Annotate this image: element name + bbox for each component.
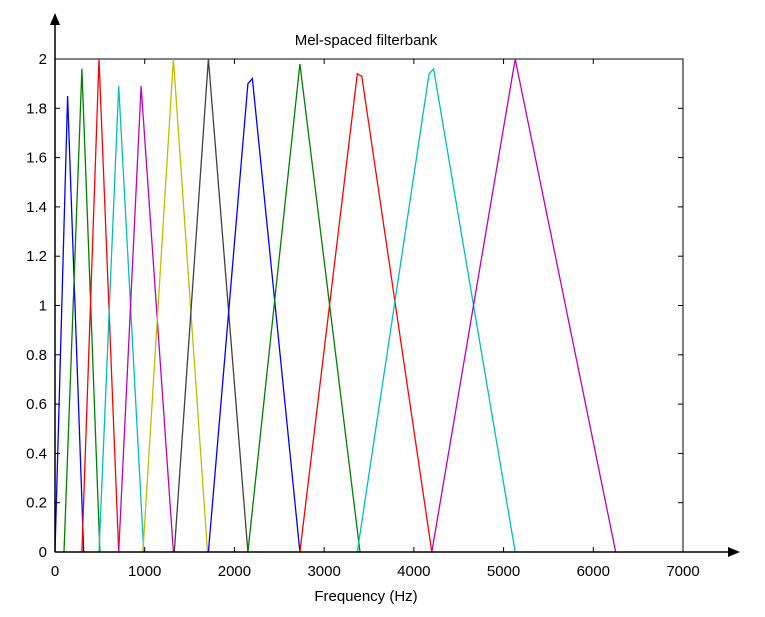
- y-tick-label: 1.6: [26, 150, 47, 167]
- filter-4-line: [98, 86, 145, 553]
- x-tick-label: 6000: [577, 563, 610, 580]
- filter-2-line: [63, 68, 101, 553]
- filter-11-line: [356, 67, 516, 553]
- filter-6-line: [142, 58, 209, 553]
- y-tick-label: 1.2: [26, 248, 47, 265]
- x-tick-label: 4000: [397, 563, 430, 580]
- filter-7-line: [173, 58, 249, 553]
- x-axis-arrow-icon: [728, 547, 740, 557]
- y-tick-label: 0: [39, 544, 47, 561]
- x-tick-label: 0: [51, 563, 59, 580]
- y-tick-label: 2: [39, 51, 47, 68]
- filter-12-line: [431, 58, 617, 553]
- x-tick-label: 7000: [666, 563, 699, 580]
- filter-8-line: [207, 77, 301, 553]
- y-tick-label: 1.4: [26, 199, 47, 216]
- filter-3-line: [81, 58, 120, 553]
- y-tick-label: 0.8: [26, 347, 47, 364]
- filter-5-line: [118, 86, 175, 553]
- filter-10-line: [299, 72, 433, 553]
- filter-1-line: [54, 95, 85, 553]
- axes-layer: [50, 13, 740, 557]
- y-tick-label: 0.6: [26, 396, 47, 413]
- x-tick-label: 1000: [128, 563, 161, 580]
- y-tick-label: 0.2: [26, 495, 47, 512]
- x-tick-label: 3000: [307, 563, 340, 580]
- y-tick-label: 0.4: [26, 445, 47, 462]
- x-tick-label: 5000: [487, 563, 520, 580]
- x-tick-label: 2000: [218, 563, 251, 580]
- series-layer: [54, 58, 617, 553]
- y-axis-arrow-icon: [50, 13, 60, 25]
- filter-9-line: [247, 63, 361, 553]
- chart-title: Mel-spaced filterbank: [295, 32, 438, 49]
- ticks-layer: 0 1000 2000 3000 4000 5000 6000 7000 0 0.2 0.4 0.6 0…: [26, 51, 700, 580]
- y-tick-label: 1: [39, 298, 47, 315]
- y-tick-label: 1.8: [26, 100, 47, 117]
- x-axis-label: Frequency (Hz): [314, 588, 417, 605]
